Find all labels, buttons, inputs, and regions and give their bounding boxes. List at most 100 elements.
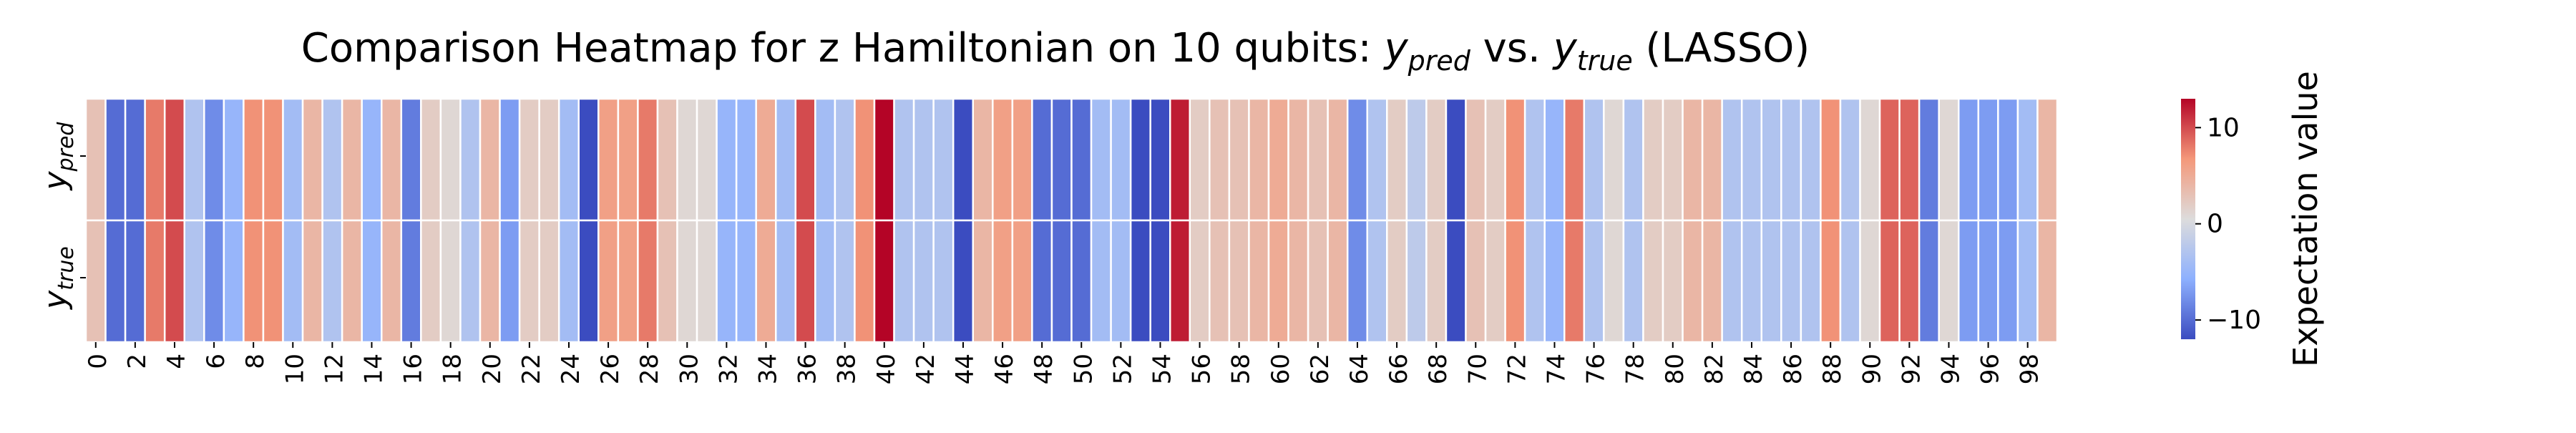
- chart-title-vs: vs.: [1470, 25, 1553, 72]
- x-tick-label-30: 30: [675, 354, 703, 384]
- cell-pred-59: [1248, 97, 1270, 222]
- cell-true-73: [1523, 219, 1546, 344]
- y-label-pred: ypred: [37, 122, 79, 192]
- cell-pred-93: [1918, 97, 1940, 222]
- cell-pred-18: [439, 97, 462, 222]
- x-tick-label-96: 96: [1976, 354, 2005, 384]
- cell-pred-75: [1563, 97, 1586, 222]
- cell-true-95: [1958, 219, 1980, 344]
- cell-true-35: [775, 219, 797, 344]
- cell-true-79: [1642, 219, 1664, 344]
- x-tick-label-68: 68: [1424, 354, 1453, 384]
- cell-true-48: [1031, 219, 1053, 344]
- cell-true-10: [282, 219, 304, 344]
- cell-true-66: [1386, 219, 1408, 344]
- cell-true-76: [1583, 219, 1605, 344]
- x-tick-label-38: 38: [833, 354, 862, 384]
- cell-pred-34: [755, 97, 777, 222]
- cell-true-56: [1189, 219, 1211, 344]
- cell-pred-3: [144, 97, 166, 222]
- cell-true-75: [1563, 219, 1586, 344]
- x-tick-label-4: 4: [162, 354, 191, 369]
- cell-pred-51: [1090, 97, 1112, 222]
- cell-pred-27: [617, 97, 639, 222]
- cell-true-67: [1405, 219, 1428, 344]
- cell-true-6: [203, 219, 225, 344]
- cell-true-98: [2016, 219, 2039, 344]
- cell-true-81: [1682, 219, 1704, 344]
- cell-true-27: [617, 219, 639, 344]
- cell-pred-69: [1445, 97, 1467, 222]
- cell-pred-82: [1701, 97, 1723, 222]
- x-tick-label-80: 80: [1661, 354, 1689, 384]
- x-tick-label-76: 76: [1582, 354, 1611, 384]
- x-axis-ticks: 0 2 4 6 8 10 12 14 16 18 20 22 24 26 28 30 32 34 36 38 40 42 4…: [84, 342, 2044, 384]
- cell-pred-1: [104, 97, 127, 222]
- cell-pred-77: [1603, 97, 1625, 222]
- cell-true-93: [1918, 219, 1940, 344]
- cell-pred-74: [1543, 97, 1566, 222]
- cell-pred-39: [854, 97, 876, 222]
- cell-true-31: [696, 219, 718, 344]
- cell-true-78: [1622, 219, 1644, 344]
- cell-pred-81: [1682, 97, 1704, 222]
- cell-pred-97: [1997, 97, 2019, 222]
- cell-true-99: [2036, 219, 2059, 344]
- cell-true-38: [834, 219, 856, 344]
- cell-true-59: [1248, 219, 1270, 344]
- x-tick-label-6: 6: [202, 354, 230, 369]
- cell-pred-7: [223, 97, 245, 222]
- cell-true-64: [1346, 219, 1368, 344]
- cell-pred-38: [834, 97, 856, 222]
- cell-true-3: [144, 219, 166, 344]
- chart-title-suffix: (LASSO): [1633, 25, 1810, 72]
- cell-pred-99: [2036, 97, 2059, 222]
- cell-pred-61: [1287, 97, 1309, 222]
- cell-true-85: [1760, 219, 1782, 344]
- cell-pred-13: [341, 97, 363, 222]
- x-tick-label-98: 98: [2016, 354, 2044, 384]
- cell-true-80: [1662, 219, 1684, 344]
- cell-true-97: [1997, 219, 2019, 344]
- chart-title-ypred-sub: pred: [1407, 45, 1471, 77]
- x-tick-label-52: 52: [1108, 354, 1137, 384]
- cell-true-62: [1307, 219, 1329, 344]
- cell-pred-25: [577, 97, 600, 222]
- cell-pred-87: [1800, 97, 1822, 222]
- cell-pred-90: [1859, 97, 1881, 222]
- chart-title-ytrue: y: [1552, 25, 1578, 72]
- colorbar: 10 0 −10 Expectation value: [2181, 71, 2325, 367]
- cell-pred-21: [499, 97, 521, 222]
- cell-pred-76: [1583, 97, 1605, 222]
- x-tick-label-64: 64: [1345, 354, 1374, 384]
- cell-pred-48: [1031, 97, 1053, 222]
- x-tick-label-16: 16: [399, 354, 428, 384]
- cell-pred-85: [1760, 97, 1782, 222]
- x-tick-label-86: 86: [1779, 354, 1807, 384]
- cell-pred-17: [420, 97, 442, 222]
- cell-pred-16: [400, 97, 422, 222]
- cell-true-28: [637, 219, 659, 344]
- chart-title-prefix: Comparison Heatmap for z Hamiltonian on …: [301, 25, 1385, 72]
- cell-pred-43: [932, 97, 955, 222]
- cell-true-88: [1820, 219, 1842, 344]
- x-tick-label-94: 94: [1936, 354, 1965, 384]
- cell-true-15: [381, 219, 403, 344]
- x-tick-label-36: 36: [794, 354, 822, 384]
- cell-pred-68: [1425, 97, 1448, 222]
- cell-true-71: [1484, 219, 1506, 344]
- cell-pred-50: [1070, 97, 1093, 222]
- cell-pred-8: [243, 97, 265, 222]
- x-tick-label-44: 44: [951, 354, 980, 384]
- cell-true-70: [1465, 219, 1487, 344]
- cell-pred-84: [1740, 97, 1762, 222]
- cell-true-53: [1129, 219, 1151, 344]
- x-tick-label-78: 78: [1621, 354, 1650, 384]
- cell-true-13: [341, 219, 363, 344]
- cell-pred-9: [262, 97, 284, 222]
- x-tick-label-56: 56: [1188, 354, 1216, 384]
- cell-pred-49: [1050, 97, 1073, 222]
- cell-true-14: [361, 219, 383, 344]
- cell-true-63: [1327, 219, 1349, 344]
